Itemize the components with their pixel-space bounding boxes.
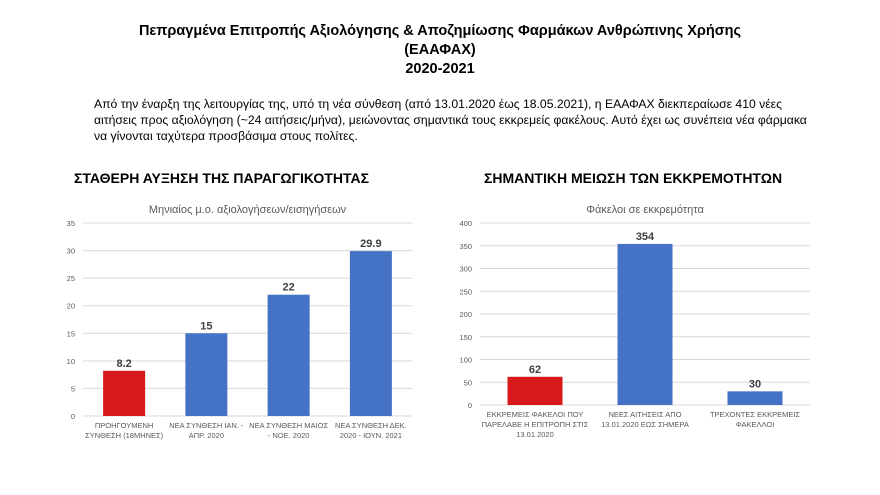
heading-pending: ΣΗΜΑΝΤΙΚΗ ΜΕΙΩΣΗ ΤΩΝ ΕΚΚΡΕΜΟΤΗΤΩΝ xyxy=(484,170,783,186)
y-tick-label: 200 xyxy=(459,310,472,319)
x-category-label: ΝΕΕΣ ΑΙΤΗΣΕΙΣ ΑΠΟ xyxy=(608,410,681,419)
y-tick-label: 0 xyxy=(468,401,472,410)
y-tick-label: 30 xyxy=(67,247,75,256)
x-category-label: - ΝΟΕ. 2020 xyxy=(268,431,310,440)
x-category-label: ΦΑΚΕΛΛΟΙ xyxy=(736,420,775,429)
bar xyxy=(349,251,392,416)
slide-title: Πεπραγμένα Επιτροπής Αξιολόγησης & Αποζη… xyxy=(0,22,880,79)
x-category-label: ΠΑΡΕΛΑΒΕ Η ΕΠΙΤΡΟΠΗ ΣΤΙΣ xyxy=(482,420,589,429)
y-tick-label: 20 xyxy=(67,302,75,311)
title-line-3: 2020-2021 xyxy=(405,61,475,77)
title-line-2: (ΕΑΑΦΑΧ) xyxy=(404,42,476,58)
y-tick-label: 100 xyxy=(459,356,472,365)
y-tick-label: 400 xyxy=(459,219,472,228)
heading-productivity: ΣΤΑΘΕΡΗ ΑΥΞΗΣΗ ΤΗΣ ΠΑΡΑΓΩΓΙΚΟΤΗΤΑΣ xyxy=(74,170,369,186)
y-tick-label: 10 xyxy=(67,357,75,366)
y-tick-label: 25 xyxy=(67,274,75,283)
data-label: 354 xyxy=(636,231,655,243)
x-category-label: ΝΕΑ ΣΥΝΘΕΣΗ ΔΕΚ. xyxy=(335,421,407,430)
x-category-label: ΠΡΟΗΓΟΥΜΕΝΗ xyxy=(95,421,153,430)
bar xyxy=(507,376,563,405)
y-tick-label: 50 xyxy=(464,378,472,387)
x-category-label: ΕΚΚΡΕΜΕΙΣ ΦΑΚΕΛΟΙ ΠΟΥ xyxy=(487,410,584,419)
y-tick-label: 150 xyxy=(459,333,472,342)
y-tick-label: 35 xyxy=(67,219,75,228)
x-category-label: 13.01.2020 xyxy=(516,430,554,439)
bar xyxy=(617,243,673,405)
y-tick-label: 0 xyxy=(71,412,75,421)
y-tick-label: 250 xyxy=(459,287,472,296)
y-tick-label: 350 xyxy=(459,242,472,251)
chart-title: Μηνιαίος μ.ο. αξιολογήσεων/εισηγήσεων xyxy=(149,204,347,216)
bar xyxy=(103,370,146,416)
y-tick-label: 15 xyxy=(67,329,75,338)
data-label: 29.9 xyxy=(360,238,381,250)
intro-paragraph: Από την έναρξη της λειτουργίας της, υπό … xyxy=(94,97,807,143)
title-line-1: Πεπραγμένα Επιτροπής Αξιολόγησης & Αποζη… xyxy=(138,23,742,39)
data-label: 30 xyxy=(749,378,761,390)
chart-title: Φάκελοι σε εκκρεμότητα xyxy=(586,204,704,216)
bar xyxy=(185,333,228,416)
bar xyxy=(727,391,783,405)
bar xyxy=(267,294,310,416)
x-category-label: 13.01.2020 ΕΩΣ ΣΗΜΕΡΑ xyxy=(601,420,689,429)
x-category-label: ΑΠΡ. 2020 xyxy=(189,431,224,440)
data-label: 22 xyxy=(283,282,295,294)
data-label: 8.2 xyxy=(116,358,131,370)
x-category-label: ΤΡΕΧΟΝΤΕΣ ΕΚΚΡΕΜΕΙΣ xyxy=(710,410,800,419)
data-label: 15 xyxy=(200,320,212,332)
data-label: 62 xyxy=(529,364,541,376)
x-category-label: ΣΥΝΘΕΣΗ (18ΜΗΝΕΣ) xyxy=(85,431,164,440)
x-category-label: ΝΕΑ ΣΥΝΘΕΣΗ ΜΑΙΟΣ xyxy=(249,421,328,430)
y-tick-label: 300 xyxy=(459,265,472,274)
y-tick-label: 5 xyxy=(71,384,75,393)
x-category-label: 2020 - ΙΟΥΝ. 2021 xyxy=(340,431,402,440)
x-category-label: ΝΕΑ ΣΥΝΘΕΣΗ ΙΑΝ. - xyxy=(169,421,244,430)
